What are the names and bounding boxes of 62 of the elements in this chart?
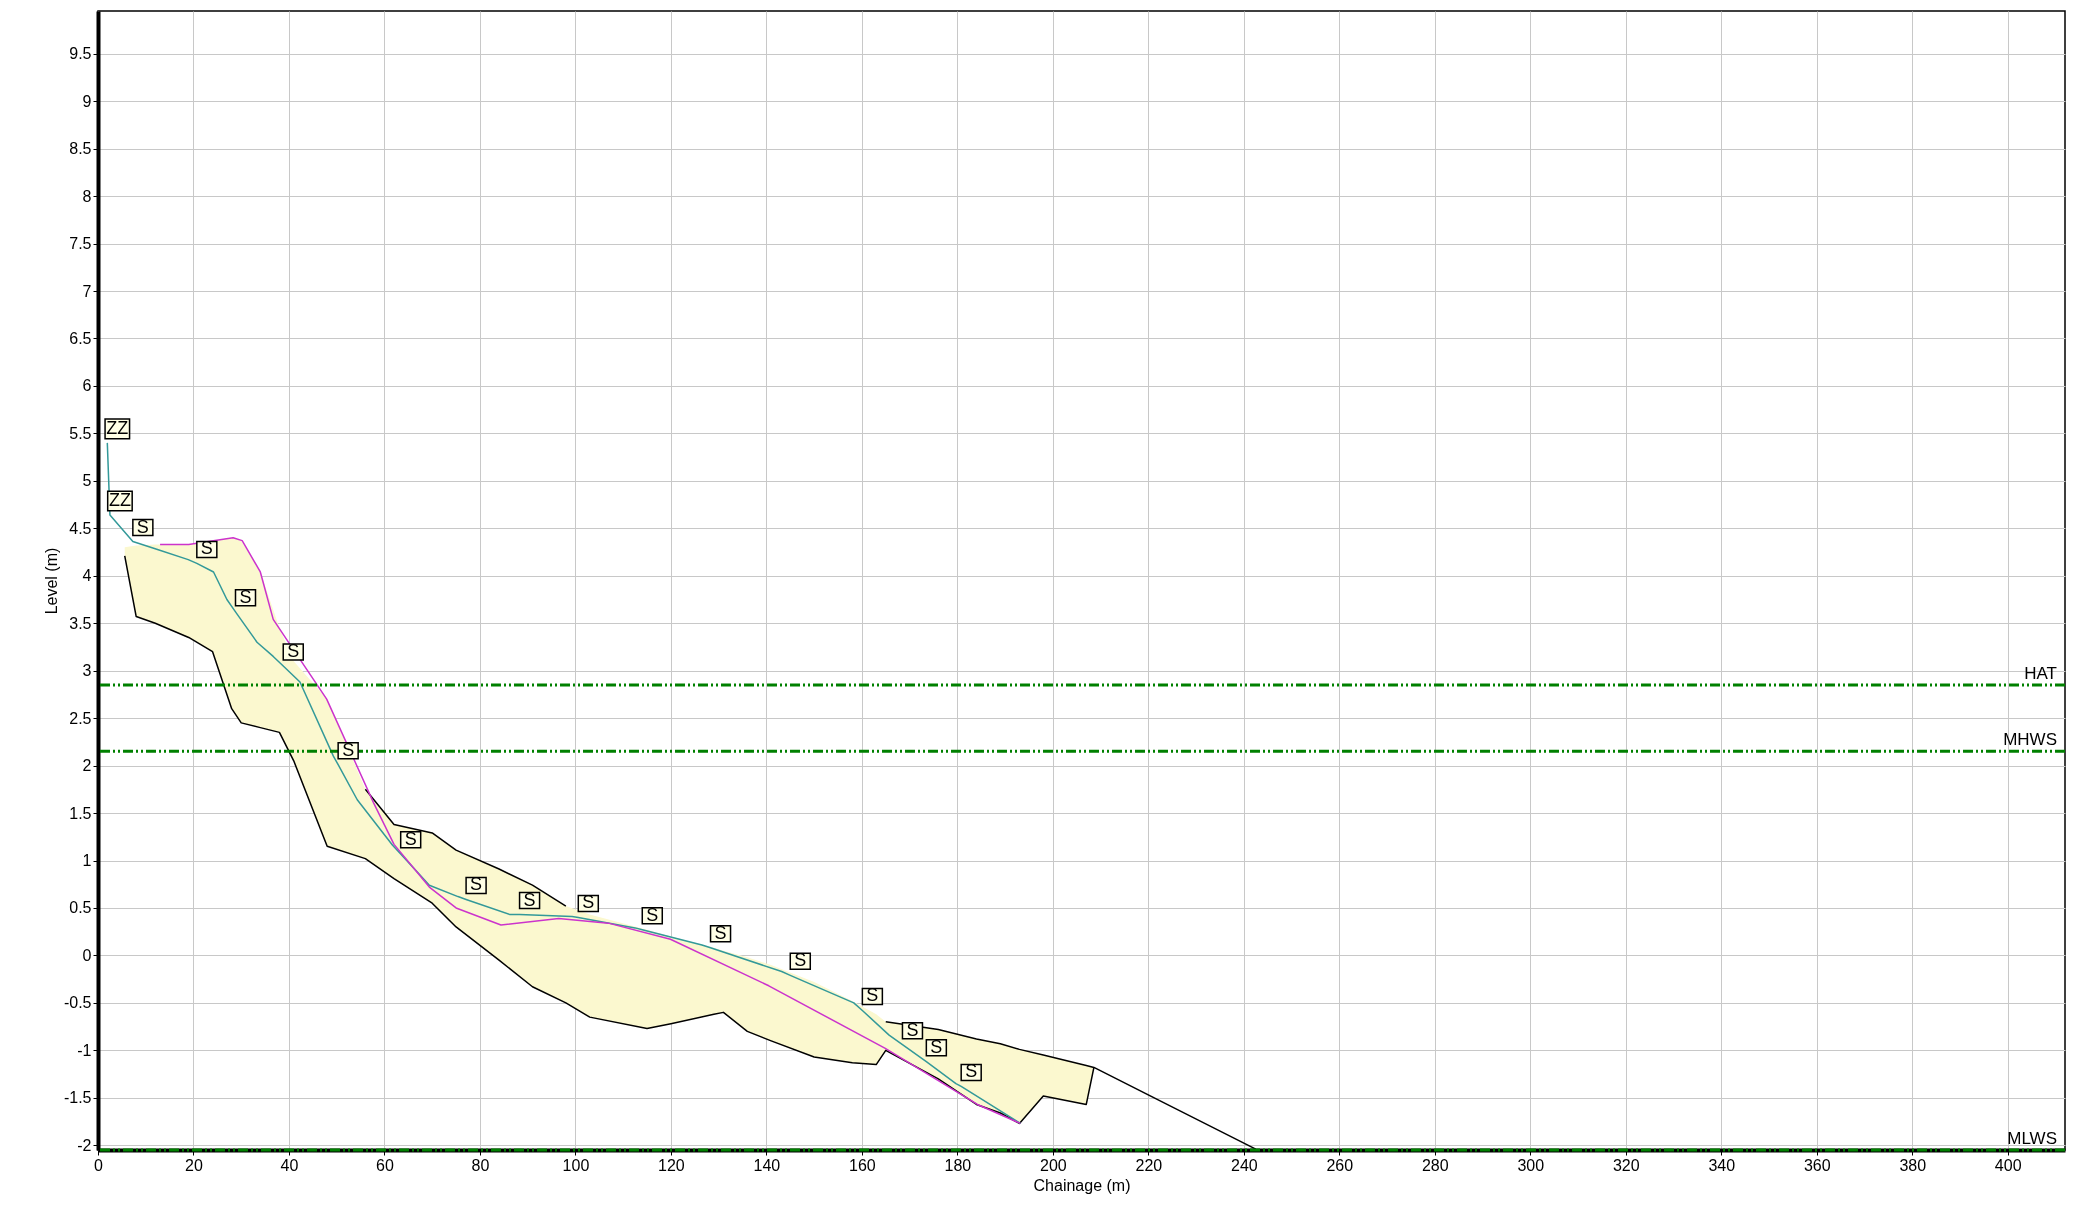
x-tick-label: 0 [94,1156,104,1174]
x-tick-label: 320 [1612,1156,1640,1174]
y-tick-label: 6 [82,377,92,395]
annotation: S [646,904,659,925]
y-tick-label: 4.5 [69,519,92,537]
annotation: S [523,889,536,910]
y-tick-label: -1.5 [63,1089,92,1107]
y-tick-label: 1.5 [69,804,92,822]
annotation: S [714,922,727,943]
y-tick-label: 0 [82,946,92,964]
y-tick-label: 9.5 [69,45,92,63]
x-tick-label: 180 [944,1156,972,1174]
x-tick-label: 280 [1421,1156,1449,1174]
annotation: S [239,586,252,607]
y-tick-label: 5 [82,472,92,490]
x-tick-label: 160 [849,1156,876,1174]
y-tick-label: 1 [82,852,92,869]
annotation: S [404,828,417,849]
x-tick-label: 380 [1899,1156,1927,1174]
annotation: S [342,739,355,760]
annotation: ZZ [108,490,131,511]
x-tick-label: 20 [185,1156,203,1174]
y-tick-label: 8.5 [69,140,92,158]
x-tick-label: 220 [1135,1156,1163,1174]
x-tick-label: 40 [280,1156,299,1174]
x-tick-label: 360 [1803,1156,1831,1174]
y-tick-label: -1 [77,1041,92,1059]
x-tick-label: 300 [1517,1156,1545,1174]
x-tick-label: 260 [1326,1156,1354,1174]
x-axis-title: Chainage (m) [1033,1176,1131,1194]
y-tick-label: 7.5 [69,235,92,253]
y-tick-label: 2.5 [69,709,92,727]
y-tick-label: 9 [82,92,92,110]
x-tick-label: 60 [376,1156,394,1174]
annotation: S [136,516,149,537]
annotation: S [906,1019,919,1040]
x-tick-label: 80 [471,1156,490,1174]
y-tick-label: 4 [82,567,92,585]
y-tick-label: 8 [82,187,92,205]
y-tick-label: 0.5 [69,899,92,917]
y-tick-label: 3.5 [69,614,92,632]
x-tick-label: 200 [1040,1156,1067,1174]
y-tick-label: 3 [82,662,92,680]
x-tick-label: 240 [1230,1156,1258,1174]
y-tick-label: 6.5 [69,329,92,347]
ref-line-label: MHWS [2003,730,2057,750]
y-tick-label: 5.5 [69,424,92,442]
y-tick-label: 7 [82,282,92,300]
x-tick-label: 340 [1708,1156,1736,1174]
ref-line-label: HAT [2024,663,2057,683]
y-tick-label: -0.5 [63,994,92,1012]
annotation: S [930,1036,943,1057]
y-axis-title: Level (m) [42,547,60,615]
y-tick-label: -2 [77,1136,92,1154]
annotation: S [287,640,300,661]
x-tick-label: 140 [753,1156,781,1174]
y-tick-label: 2 [82,757,92,775]
ref-line-label: MLWS [2007,1129,2057,1148]
annotation: ZZ [106,417,129,438]
x-tick-label: 400 [1994,1156,2022,1174]
x-tick-label: 100 [562,1156,590,1174]
x-tick-label: 120 [658,1156,685,1174]
